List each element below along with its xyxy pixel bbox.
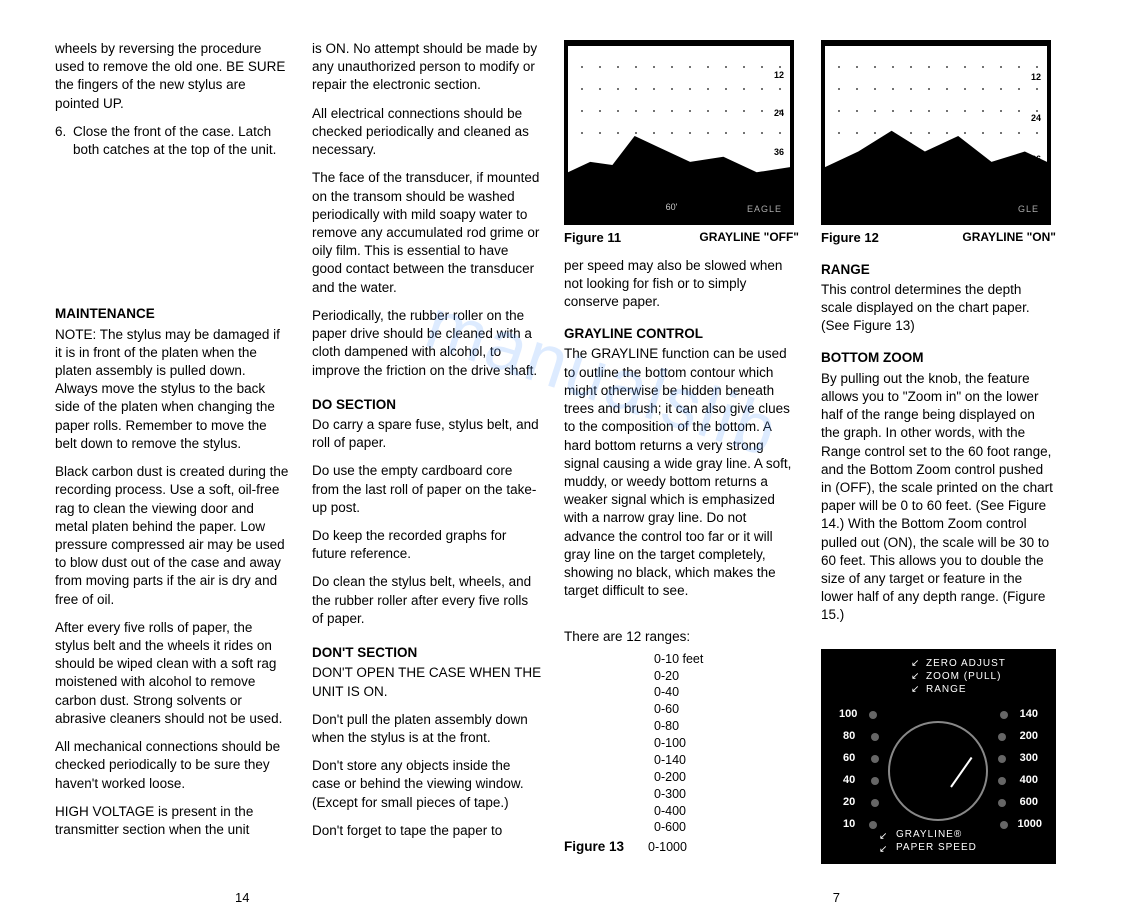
figure-brand: EAGLE — [747, 203, 782, 215]
column-4: 12 24 36 GLE Figure 12 GRAYLINE "ON" RAN… — [821, 40, 1056, 897]
para: Do keep the recorded graphs for future r… — [312, 527, 542, 563]
range-last: 0-1000 — [648, 839, 687, 856]
figure-brand: GLE — [1018, 203, 1039, 215]
heading-do: DO SECTION — [312, 396, 542, 414]
figure-11-image: 12 24 36 48 EAGLE 60' — [564, 40, 794, 225]
dial-figure: ZERO ADJUST ZOOM (PULL) RANGE ↙ ↙ ↙ 100 … — [821, 649, 1056, 864]
para: Don't pull the platen assembly down when… — [312, 711, 542, 747]
figure-12-ticks: 12 24 36 — [1031, 56, 1041, 209]
list-num: 6. — [55, 123, 73, 159]
para: Do use the empty cardboard core from the… — [312, 462, 542, 517]
figure-11-ticks: 12 24 36 48 — [774, 56, 784, 209]
para: After every five rolls of paper, the sty… — [55, 619, 290, 728]
figure-13-label: Figure 13 — [564, 838, 624, 856]
heading-grayline: GRAYLINE CONTROL — [564, 325, 799, 343]
figure-12-image: 12 24 36 GLE — [821, 40, 1051, 225]
column-2: is ON. No attempt should be made by any … — [312, 40, 542, 897]
para: By pulling out the knob, the feature all… — [821, 370, 1056, 625]
page-number-left: 14 — [235, 889, 249, 907]
para: wheels by reversing the procedure used t… — [55, 40, 290, 113]
figure-11-caption: Figure 11 GRAYLINE "OFF" — [564, 229, 799, 247]
ranges-intro: There are 12 ranges: — [564, 628, 799, 646]
ranges-list: 0-10 feet 0-20 0-40 0-60 0-80 0-100 0-14… — [654, 651, 703, 837]
para: Do carry a spare fuse, stylus belt, and … — [312, 416, 542, 452]
dial-knob — [888, 721, 988, 821]
heading-maintenance: MAINTENANCE — [55, 305, 290, 323]
para: The GRAYLINE function can be used to out… — [564, 345, 799, 600]
para: The face of the transducer, if mounted o… — [312, 169, 542, 297]
figure-12-caption: Figure 12 GRAYLINE "ON" — [821, 229, 1056, 247]
page-number-right: 7 — [833, 889, 840, 907]
para: Black carbon dust is created during the … — [55, 463, 290, 609]
para: Don't forget to tape the paper to — [312, 822, 542, 840]
column-3: 12 24 36 48 EAGLE 60' Figure 11 GRAYLINE… — [564, 40, 799, 897]
para: is ON. No attempt should be made by any … — [312, 40, 542, 95]
para: This control determines the depth scale … — [821, 281, 1056, 336]
para: Don't store any objects inside the case … — [312, 757, 542, 812]
figure-depth: 60' — [666, 201, 678, 213]
list-text: Close the front of the case. Latch both … — [73, 123, 290, 159]
column-1: wheels by reversing the procedure used t… — [55, 40, 290, 897]
list-item-6: 6. Close the front of the case. Latch bo… — [55, 123, 290, 159]
para: per speed may also be slowed when not lo… — [564, 257, 799, 312]
para: Periodically, the rubber roller on the p… — [312, 307, 542, 380]
page-spread: wheels by reversing the procedure used t… — [55, 40, 1105, 897]
heading-bottom-zoom: BOTTOM ZOOM — [821, 349, 1056, 367]
para: All electrical connections should be che… — [312, 105, 542, 160]
para: DON'T OPEN THE CASE WHEN THE UNIT IS ON. — [312, 664, 542, 700]
para: HIGH VOLTAGE is present in the transmitt… — [55, 803, 290, 839]
para: Do clean the stylus belt, wheels, and th… — [312, 573, 542, 628]
heading-range: RANGE — [821, 261, 1056, 279]
heading-dont: DON'T SECTION — [312, 644, 542, 662]
para: NOTE: The stylus may be damaged if it is… — [55, 326, 290, 454]
para: All mechanical connections should be che… — [55, 738, 290, 793]
